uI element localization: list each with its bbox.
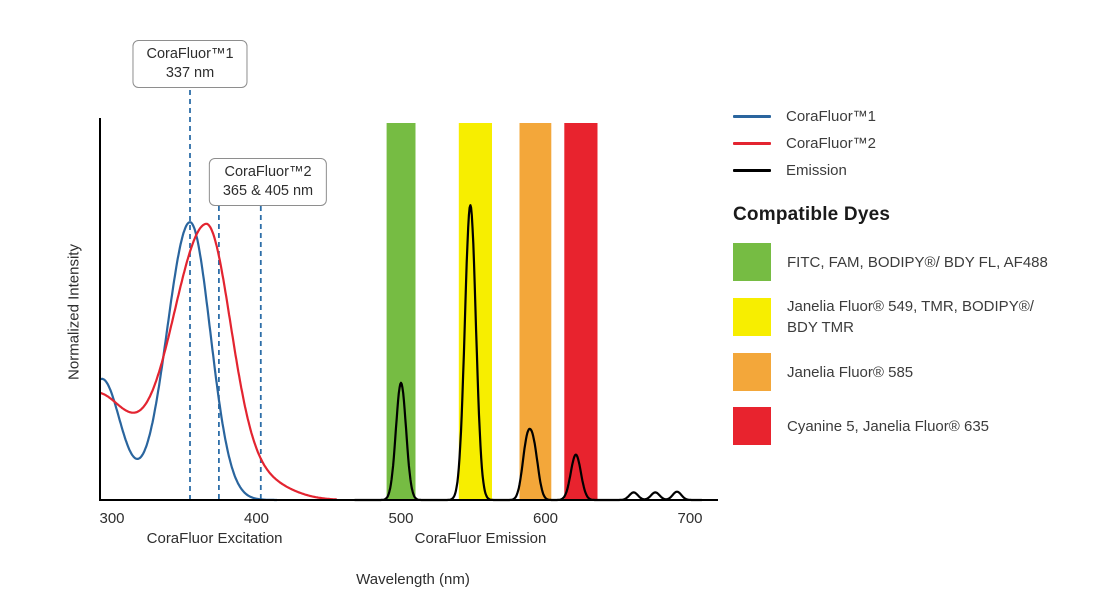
dye-label-yellow: Janelia Fluor® 549, TMR, BODIPY®/ BDY TM…	[787, 298, 1034, 336]
legend-item-corafluor2: CoraFluor™2	[733, 130, 1105, 157]
filter-band-red	[564, 123, 598, 499]
x-tick-label: 300	[99, 510, 124, 527]
x-tick-label: 600	[533, 510, 558, 527]
spectra-chart: 300 400 500 600 700 CoraFluor Excitation CoraF…	[99, 90, 718, 547]
compatible-dyes-heading: Compatible Dyes	[733, 204, 891, 225]
legend-item-emission: Emission	[733, 157, 1105, 184]
legend-label-corafluor1: CoraFluor™1	[786, 108, 877, 125]
y-axis-label: Normalized Intensity	[65, 244, 83, 380]
legend-label-corafluor2: CoraFluor™2	[786, 135, 877, 152]
x-tick-label: 700	[677, 510, 702, 527]
x-tick-label: 400	[244, 510, 269, 527]
corafluor2-line-swatch	[733, 142, 771, 145]
orange-dye-swatch	[733, 353, 771, 391]
dye-label-red: Cyanine 5, Janelia Fluor® 635	[787, 417, 990, 435]
legend-item-corafluor1: CoraFluor™1	[733, 103, 1105, 130]
dye-item-green: FITC, FAM, BODIPY®/ BDY FL, AF488	[733, 242, 1105, 282]
series-legend: CoraFluor™1 CoraFluor™2 Emission	[733, 103, 1105, 184]
x-axis-label: Wavelength (nm)	[356, 571, 470, 588]
callout-corafluor2-wavelength: 365 & 405 nm	[222, 182, 314, 199]
series-curve-0	[99, 221, 278, 502]
series-curve-1	[99, 222, 338, 501]
callout-corafluor2-name: CoraFluor™2	[224, 164, 312, 180]
filter-band-orange	[519, 123, 552, 499]
corafluor1-line-swatch	[733, 115, 771, 118]
x-tick-label: 500	[388, 510, 413, 527]
dye-item-orange: Janelia Fluor® 585	[733, 352, 1105, 392]
yellow-dye-swatch	[733, 298, 771, 336]
dye-item-yellow: Janelia Fluor® 549, TMR, BODIPY®/ BDY TM…	[733, 296, 1105, 338]
axis-section-label: CoraFluor Emission	[415, 530, 547, 547]
callout-corafluor2: CoraFluor™2 365 & 405 nm	[208, 158, 328, 206]
callout-corafluor1: CoraFluor™1 337 nm	[132, 40, 248, 88]
filter-band-green	[386, 123, 416, 499]
callout-corafluor1-wavelength: 337 nm	[165, 64, 215, 81]
legend-panel: CoraFluor™1 CoraFluor™2 Emission Compati…	[733, 103, 1105, 460]
dye-label-green: FITC, FAM, BODIPY®/ BDY FL, AF488	[787, 253, 1048, 271]
emission-line-swatch	[733, 169, 771, 172]
legend-label-emission: Emission	[786, 162, 847, 179]
green-dye-swatch	[733, 243, 771, 281]
callout-corafluor1-name: CoraFluor™1	[146, 46, 234, 62]
dye-item-red: Cyanine 5, Janelia Fluor® 635	[733, 406, 1105, 446]
axis-section-label: CoraFluor Excitation	[147, 530, 283, 547]
dye-label-orange: Janelia Fluor® 585	[787, 363, 914, 381]
red-dye-swatch	[733, 407, 771, 445]
